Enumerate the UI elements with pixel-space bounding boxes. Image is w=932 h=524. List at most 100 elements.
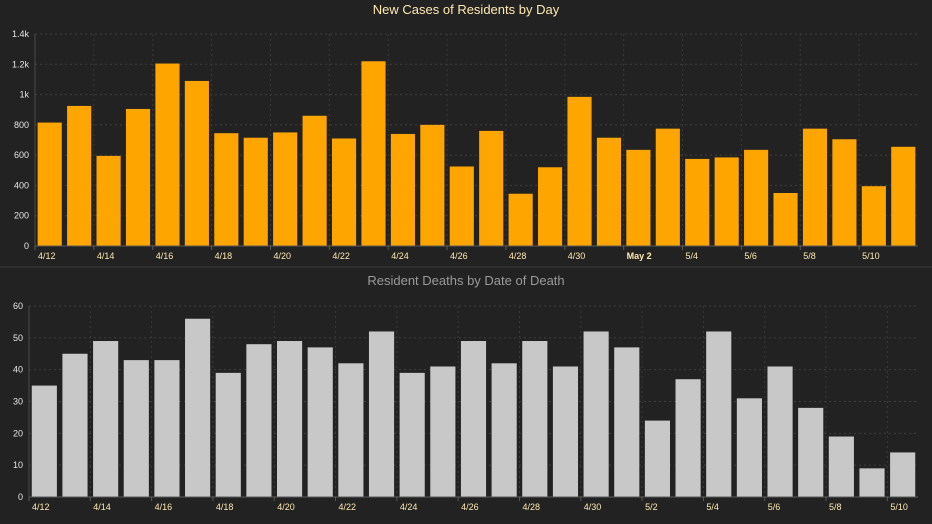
deaths-bar-5-2 [644,420,670,497]
deaths-y-tick-label: 60 [13,301,23,311]
deaths-x-tick-label: 5/10 [890,502,908,512]
resident-deaths-chart-title: Resident Deaths by Date of Death [367,273,565,288]
cases-x-tick-label: 4/28 [509,251,527,261]
deaths-bar-4-23 [368,331,395,497]
cases-x-tick-label: 4/14 [97,251,115,261]
deaths-bar-4-18 [215,372,241,497]
cases-bar-5-6 [744,149,769,246]
deaths-bar-5-4 [706,331,732,497]
deaths-x-tick-label: 4/24 [400,502,418,512]
cases-bar-4-29 [538,167,563,246]
cases-x-tick-label: 4/30 [568,251,586,261]
deaths-bar-5-9 [859,468,885,497]
cases-bar-4-17 [184,80,209,246]
deaths-bar-5-6 [767,366,793,497]
deaths-x-tick-label: 4/18 [216,502,234,512]
cases-bar-4-14 [96,155,121,246]
deaths-bar-4-29 [552,366,579,497]
cases-bar-4-15 [125,108,151,246]
deaths-x-tick-label: 4/26 [461,502,479,512]
cases-bar-May-2 [626,149,651,246]
deaths-bar-5-8 [828,436,854,497]
chart-divider [0,266,932,268]
cases-y-tick-label: 1.4k [12,29,30,39]
deaths-x-tick-label: 4/14 [93,502,111,512]
cases-bar-5-8 [802,128,828,246]
cases-bar-4-18 [214,133,239,246]
cases-bar-5-3 [655,128,680,246]
cases-bar-4-12 [37,122,62,246]
deaths-bar-5-5 [736,398,762,497]
deaths-y-tick-label: 0 [18,492,23,502]
cases-bar-4-13 [67,105,92,246]
deaths-x-tick-label: 4/28 [522,502,540,512]
deaths-y-tick-label: 10 [13,460,23,470]
deaths-bar-4-21 [307,347,333,497]
deaths-bar-4-15 [123,360,149,497]
deaths-bar-5-3 [675,379,701,497]
cases-bar-4-27 [479,130,504,246]
deaths-bar-5-7 [798,407,824,497]
cases-bar-4-25 [420,124,445,246]
cases-bar-5-5 [714,157,739,246]
deaths-bar-4-30 [583,331,609,497]
cases-x-tick-label: 4/24 [391,251,409,261]
deaths-bar-4-22 [338,363,364,497]
cases-y-tick-label: 400 [14,180,29,190]
cases-x-tick-label: 5/4 [686,251,699,261]
cases-bar-4-26 [449,166,474,246]
cases-bar-5-4 [685,158,710,246]
deaths-bar-4-25 [430,366,456,497]
cases-bar-4-20 [273,132,298,246]
deaths-x-tick-label: 4/20 [277,502,295,512]
deaths-bar-4-17 [185,318,211,497]
new-cases-chart-panel: New Cases of Residents by Day 0 200 400 600… [12,2,918,261]
deaths-x-tick-label: 5/4 [706,502,719,512]
cases-y-tick-label: 0 [24,241,29,251]
deaths-bar-5-10 [890,452,916,497]
deaths-bar-5-1 [614,347,640,497]
cases-x-tick-label: 4/16 [156,251,174,261]
cases-bar-5-1 [596,137,622,246]
cases-x-tick-label: 4/26 [450,251,468,261]
deaths-bar-4-26 [460,341,487,497]
deaths-x-tick-label: 4/12 [32,502,50,512]
cases-bar-5-10 [861,186,886,246]
cases-bar-4-28 [508,193,533,246]
deaths-y-tick-label: 30 [13,397,23,407]
cases-x-tick-label: 4/18 [215,251,233,261]
cases-bar-4-30 [567,96,592,246]
deaths-bar-4-28 [522,341,548,497]
cases-bar-4-16 [155,63,180,247]
deaths-y-tick-label: 20 [13,428,23,438]
deaths-bar-4-24 [399,372,425,497]
deaths-bar-4-19 [246,344,272,497]
cases-x-tick-label: 5/8 [803,251,816,261]
cases-y-tick-label: 200 [14,211,29,221]
deaths-y-tick-label: 40 [13,365,23,375]
deaths-x-tick-label: 4/30 [584,502,602,512]
deaths-x-tick-label: 4/16 [155,502,173,512]
cases-bar-5-9 [832,139,857,246]
cases-x-tick-label: 5/6 [744,251,757,261]
cases-x-tick-label: May 2 [627,251,652,261]
cases-bar-5-7 [773,193,798,246]
deaths-bar-4-16 [154,360,180,497]
deaths-bar-4-12 [31,385,57,497]
cases-x-tick-label: 4/20 [273,251,291,261]
resident-deaths-chart-panel: Resident Deaths by Date of Death 0 10 20 30… [0,268,932,524]
cases-y-tick-label: 1.2k [12,59,30,69]
deaths-bar-4-20 [277,341,303,497]
deaths-y-tick-label: 50 [13,333,23,343]
cases-y-tick-label: 600 [14,150,29,160]
cases-bar-5-11 [891,146,916,246]
cases-y-tick-label: 1k [19,90,29,100]
deaths-x-tick-label: 5/2 [645,502,658,512]
cases-bar-4-21 [302,115,327,247]
cases-bar-4-24 [390,133,415,246]
cases-x-tick-label: 4/12 [38,251,56,261]
cases-x-tick-label: 5/10 [862,251,880,261]
new-cases-chart-title: New Cases of Residents by Day [372,2,560,17]
deaths-x-tick-label: 5/8 [829,502,842,512]
